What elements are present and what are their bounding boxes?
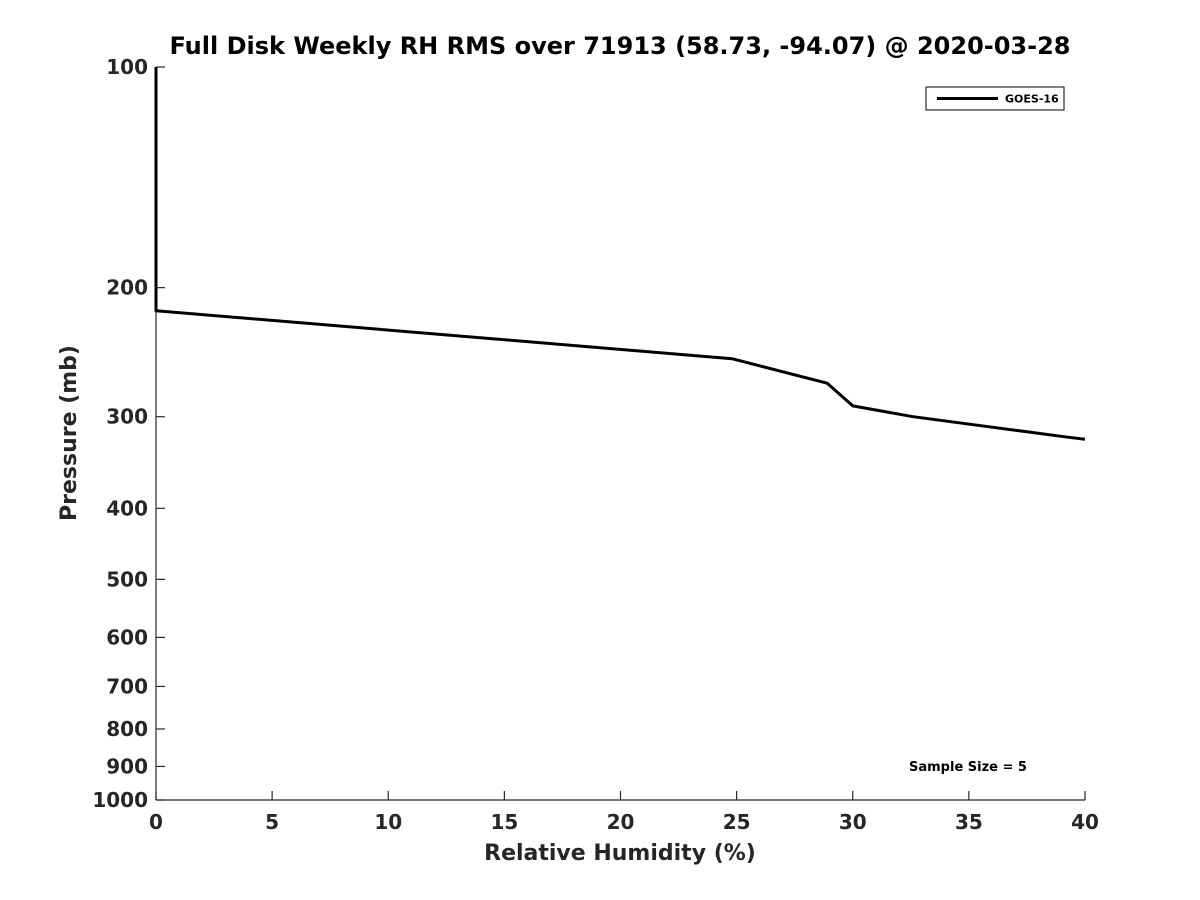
y-tick-label: 300 (106, 405, 148, 429)
y-tick-label: 900 (106, 754, 148, 778)
y-tick-label: 800 (106, 717, 148, 741)
y-tick-label: 200 (106, 276, 148, 300)
x-tick-label: 30 (839, 810, 867, 834)
x-axis-label: Relative Humidity (%) (484, 841, 756, 866)
x-tick-label: 10 (374, 810, 402, 834)
legend: GOES-16 (925, 86, 1065, 111)
y-tick-label: 600 (106, 625, 148, 649)
ticks: 0 5 10 15 20 25 30 35 40 100 200 300 400 500 600 700 800… (92, 55, 1099, 834)
chart-title: Full Disk Weekly RH RMS over 71913 (58.7… (169, 32, 1070, 60)
y-tick-label: 400 (106, 496, 148, 520)
y-tick-label: 100 (106, 55, 148, 79)
x-tick-label: 25 (723, 810, 751, 834)
x-tick-label: 35 (955, 810, 983, 834)
x-tick-label: 0 (149, 810, 163, 834)
series-lines (154, 67, 1086, 441)
sample-size-annotation: Sample Size = 5 (909, 760, 1027, 775)
x-tick-label: 5 (265, 810, 279, 834)
y-tick-label: 500 (106, 567, 148, 591)
y-tick-label: 1000 (92, 788, 148, 812)
x-tick-label: 20 (607, 810, 635, 834)
y-tick-label: 700 (106, 674, 148, 698)
x-tick-label: 40 (1071, 810, 1099, 834)
axes (155, 67, 1085, 801)
legend-label-goes-16: GOES-16 (1005, 93, 1059, 106)
series-line-goes-16 (154, 67, 1086, 441)
x-tick-label: 15 (490, 810, 518, 834)
y-axis-label: Pressure (mb) (57, 345, 82, 521)
